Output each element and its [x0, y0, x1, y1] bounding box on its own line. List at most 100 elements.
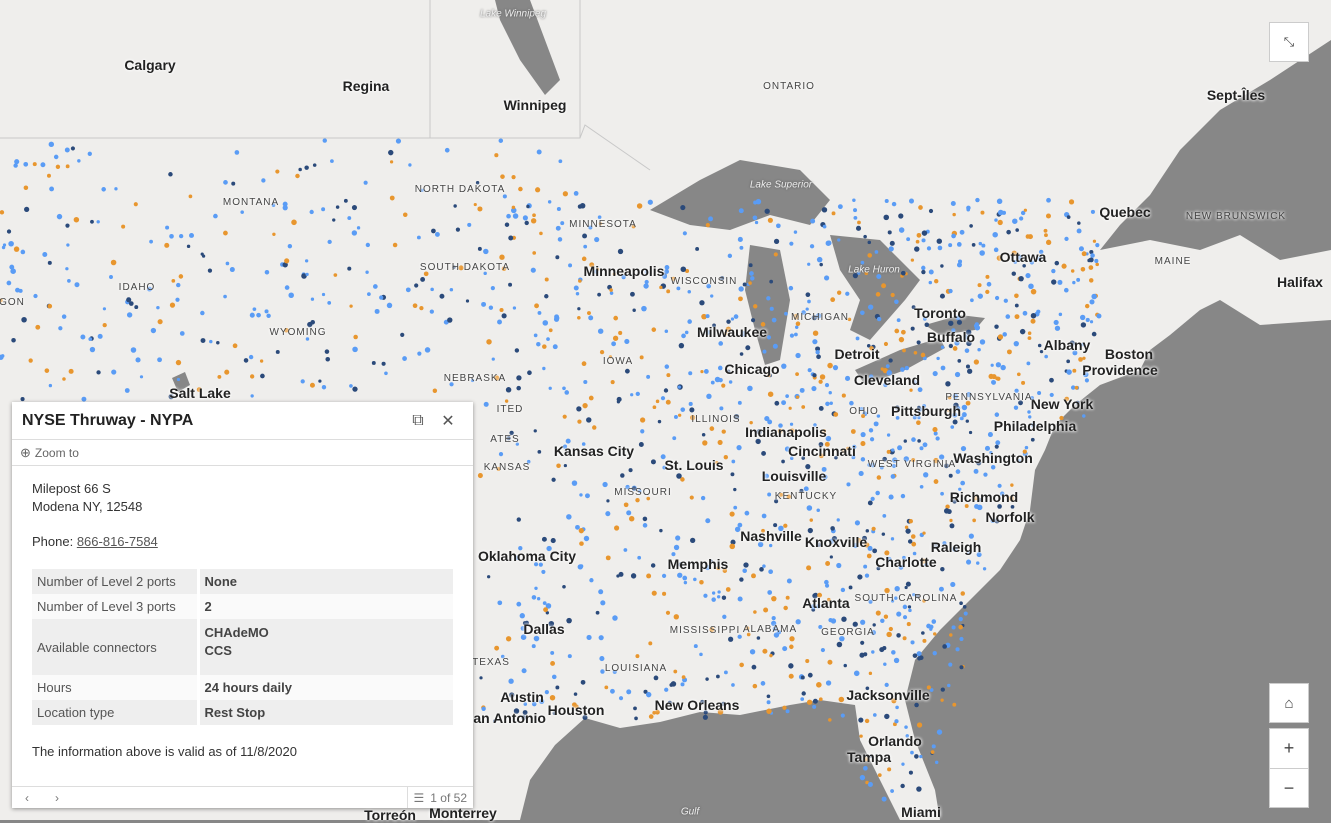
charging-station-dot[interactable] — [65, 223, 70, 228]
charging-station-dot[interactable] — [259, 359, 264, 363]
charging-station-dot[interactable] — [1072, 280, 1076, 285]
charging-station-dot[interactable] — [771, 317, 777, 323]
charging-station-dot[interactable] — [706, 283, 711, 289]
charging-station-dot[interactable] — [995, 440, 1001, 446]
charging-station-dot[interactable] — [991, 380, 997, 385]
charging-station-dot[interactable] — [789, 644, 794, 650]
charging-station-dot[interactable] — [753, 304, 758, 309]
charging-station-dot[interactable] — [751, 573, 756, 579]
charging-station-dot[interactable] — [577, 204, 583, 209]
charging-station-dot[interactable] — [1049, 392, 1054, 398]
charging-station-dot[interactable] — [1006, 229, 1011, 235]
charging-station-dot[interactable] — [343, 198, 348, 203]
charging-station-dot[interactable] — [986, 281, 992, 287]
charging-station-dot[interactable] — [179, 331, 185, 336]
charging-station-dot[interactable] — [431, 228, 436, 234]
charging-station-dot[interactable] — [599, 656, 605, 662]
charging-station-dot[interactable] — [542, 366, 546, 371]
charging-station-dot[interactable] — [816, 508, 820, 513]
charging-station-dot[interactable] — [822, 429, 826, 434]
charging-station-dot[interactable] — [588, 395, 594, 401]
charging-station-dot[interactable] — [940, 566, 945, 572]
charging-station-dot[interactable] — [73, 216, 80, 223]
charging-station-dot[interactable] — [1014, 293, 1019, 299]
charging-station-dot[interactable] — [516, 517, 521, 522]
charging-station-dot[interactable] — [400, 332, 405, 337]
charging-station-dot[interactable] — [389, 160, 394, 164]
charging-station-dot[interactable] — [950, 200, 956, 206]
charging-station-dot[interactable] — [660, 396, 666, 401]
charging-station-dot[interactable] — [1084, 303, 1090, 309]
charging-station-dot[interactable] — [542, 601, 547, 605]
charging-station-dot[interactable] — [883, 614, 889, 619]
charging-station-dot[interactable] — [324, 349, 330, 354]
charging-station-dot[interactable] — [884, 199, 889, 204]
charging-station-dot[interactable] — [1087, 258, 1091, 263]
charging-station-dot[interactable] — [550, 538, 556, 544]
charging-station-dot[interactable] — [88, 337, 93, 341]
charging-station-dot[interactable] — [318, 379, 322, 383]
charging-station-dot[interactable] — [806, 699, 813, 705]
charging-station-dot[interactable] — [958, 616, 963, 622]
charging-station-dot[interactable] — [664, 687, 669, 692]
charging-station-dot[interactable] — [1094, 258, 1099, 263]
charging-station-dot[interactable] — [768, 569, 774, 575]
charging-station-dot[interactable] — [748, 263, 753, 268]
charging-station-dot[interactable] — [1, 245, 6, 250]
charging-station-dot[interactable] — [201, 254, 206, 258]
charging-station-dot[interactable] — [518, 545, 523, 551]
charging-station-dot[interactable] — [976, 552, 982, 558]
charging-station-dot[interactable] — [1043, 228, 1048, 233]
charging-station-dot[interactable] — [976, 460, 982, 466]
charging-station-dot[interactable] — [541, 536, 547, 542]
charging-station-dot[interactable] — [96, 220, 100, 224]
charging-station-dot[interactable] — [439, 293, 445, 299]
charging-station-dot[interactable] — [598, 221, 603, 226]
charging-station-dot[interactable] — [739, 352, 744, 356]
charging-station-dot[interactable] — [602, 481, 608, 488]
charging-station-dot[interactable] — [650, 459, 656, 465]
charging-station-dot[interactable] — [272, 232, 276, 237]
charging-station-dot[interactable] — [676, 286, 681, 291]
charging-station-dot[interactable] — [973, 495, 979, 501]
charging-station-dot[interactable] — [950, 425, 955, 429]
charging-station-dot[interactable] — [896, 633, 901, 638]
charging-station-dot[interactable] — [870, 496, 875, 502]
charging-station-dot[interactable] — [487, 575, 491, 579]
charging-station-dot[interactable] — [954, 371, 961, 378]
charging-station-dot[interactable] — [880, 367, 884, 371]
charging-station-dot[interactable] — [705, 518, 711, 524]
charging-station-dot[interactable] — [1064, 396, 1070, 402]
charging-station-dot[interactable] — [908, 198, 915, 204]
charging-station-dot[interactable] — [829, 401, 833, 405]
charging-station-dot[interactable] — [581, 361, 587, 367]
charging-station-dot[interactable] — [917, 405, 921, 410]
charging-station-dot[interactable] — [933, 431, 938, 436]
charging-station-dot[interactable] — [793, 313, 799, 320]
charging-station-dot[interactable] — [866, 553, 872, 559]
charging-station-dot[interactable] — [687, 319, 692, 324]
charging-station-dot[interactable] — [876, 566, 881, 571]
charging-station-dot[interactable] — [1037, 343, 1042, 348]
charging-station-dot[interactable] — [169, 233, 174, 239]
charging-station-dot[interactable] — [824, 275, 830, 281]
charging-station-dot[interactable] — [886, 433, 891, 437]
charging-station-dot[interactable] — [834, 455, 838, 460]
charging-station-dot[interactable] — [667, 700, 672, 705]
charging-station-dot[interactable] — [527, 370, 532, 376]
charging-station-dot[interactable] — [1081, 251, 1087, 257]
charging-station-dot[interactable] — [1078, 357, 1083, 362]
charging-station-dot[interactable] — [933, 632, 937, 636]
charging-station-dot[interactable] — [693, 577, 697, 582]
charging-station-dot[interactable] — [742, 282, 747, 287]
charging-station-dot[interactable] — [769, 279, 774, 284]
charging-station-dot[interactable] — [980, 210, 985, 215]
charging-station-dot[interactable] — [467, 222, 472, 227]
charging-station-dot[interactable] — [977, 347, 981, 352]
charging-station-dot[interactable] — [508, 678, 514, 684]
charging-station-dot[interactable] — [930, 750, 935, 754]
charging-station-dot[interactable] — [332, 218, 336, 222]
charging-station-dot[interactable] — [1095, 262, 1099, 267]
charging-station-dot[interactable] — [486, 339, 492, 345]
charging-station-dot[interactable] — [578, 279, 582, 283]
